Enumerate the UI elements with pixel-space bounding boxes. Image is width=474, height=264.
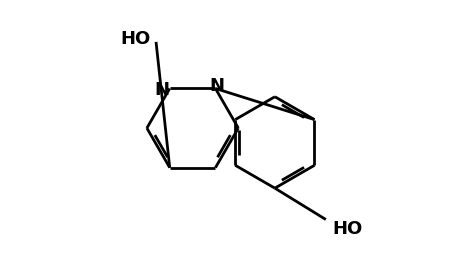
Text: N: N	[209, 77, 224, 95]
Text: N: N	[155, 81, 169, 99]
Text: HO: HO	[121, 30, 151, 48]
Text: HO: HO	[332, 220, 363, 238]
